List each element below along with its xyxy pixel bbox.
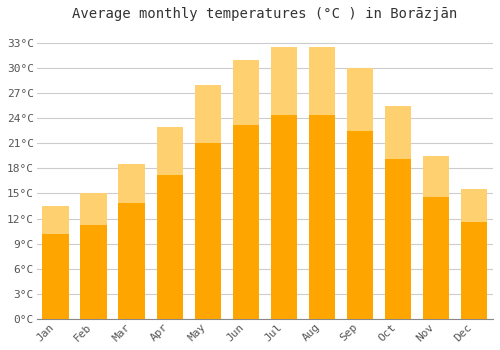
Bar bbox=[156, 127, 183, 175]
Bar bbox=[308, 115, 335, 319]
Bar bbox=[232, 125, 259, 319]
Bar bbox=[156, 175, 183, 319]
Bar bbox=[384, 106, 411, 159]
Bar bbox=[346, 131, 374, 319]
Bar bbox=[80, 194, 107, 225]
Bar bbox=[80, 225, 107, 319]
Title: Average monthly temperatures (°C ) in Borāzjān: Average monthly temperatures (°C ) in Bo… bbox=[72, 7, 458, 21]
Bar bbox=[346, 68, 374, 131]
Bar bbox=[270, 115, 297, 319]
Bar bbox=[270, 47, 297, 115]
Bar bbox=[308, 47, 335, 115]
Bar bbox=[232, 60, 259, 125]
Bar bbox=[42, 206, 69, 234]
Bar bbox=[460, 189, 487, 222]
Bar bbox=[422, 156, 450, 197]
Bar bbox=[422, 197, 450, 319]
Bar bbox=[118, 203, 145, 319]
Bar bbox=[384, 159, 411, 319]
Bar bbox=[42, 234, 69, 319]
Bar bbox=[118, 164, 145, 203]
Bar bbox=[460, 222, 487, 319]
Bar bbox=[194, 85, 221, 143]
Bar bbox=[194, 143, 221, 319]
